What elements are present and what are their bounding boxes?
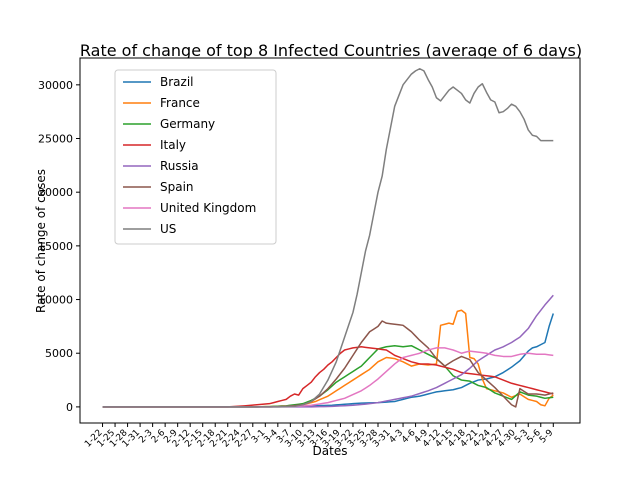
- y-tick-label: 20000: [38, 186, 73, 199]
- y-axis: 0 5000 10000 15000 20000 25000 30000: [38, 79, 80, 414]
- y-axis-label: Rate of change of cases: [34, 169, 48, 313]
- legend-frame: [114, 69, 277, 245]
- legend-entry: Brazil: [160, 75, 194, 89]
- y-tick-label: 15000: [38, 240, 73, 253]
- legend-entry: France: [160, 96, 200, 110]
- y-tick-label: 30000: [38, 79, 73, 92]
- y-tick-label: 0: [66, 401, 73, 414]
- y-tick-label: 25000: [38, 133, 73, 146]
- y-tick-label: 5000: [45, 347, 73, 360]
- chart-title: Rate of change of top 8 Infected Countri…: [80, 41, 582, 60]
- plot-border: [79, 57, 581, 424]
- legend-entry: Germany: [160, 117, 215, 131]
- series-lines: [102, 67, 555, 408]
- legend-entry: US: [160, 222, 176, 236]
- legend: Brazil France Germany Italy Russia Spain Unite…: [114, 69, 277, 245]
- legend-entry: United Kingdom: [160, 201, 256, 215]
- series-line-us: [102, 67, 554, 408]
- y-tick-label: 10000: [38, 294, 73, 307]
- x-axis: 1-221-251-281-312-32-62-92-122-152-182-2…: [83, 423, 556, 450]
- x-axis-label: Dates: [313, 444, 348, 458]
- legend-entry: Spain: [160, 180, 194, 194]
- legend-entry: Italy: [160, 138, 186, 152]
- x-tick-label: 5-9: [538, 428, 556, 446]
- legend-entry: Russia: [160, 159, 199, 173]
